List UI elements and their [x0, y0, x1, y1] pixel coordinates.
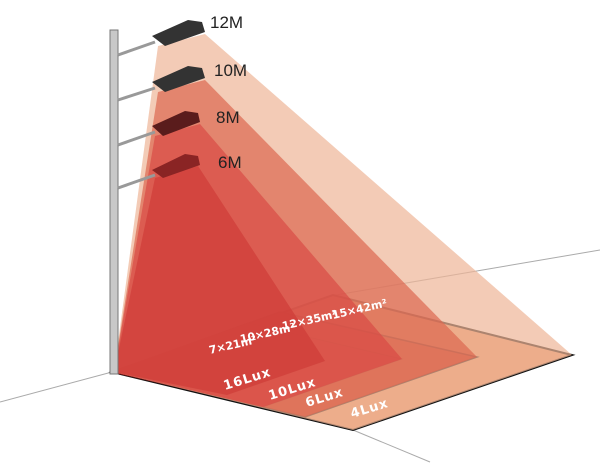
lamp-8m [152, 111, 200, 136]
pole [109, 29, 119, 375]
height-label-8m: 8M [216, 108, 240, 127]
lamp-12m [152, 20, 205, 46]
lamp-heads [152, 20, 205, 178]
height-label-10m: 10M [214, 61, 247, 80]
lamp-10m [152, 66, 205, 92]
arms [117, 40, 156, 190]
lamp-6m [152, 154, 200, 178]
height-label-12m: 12M [210, 13, 243, 32]
height-label-6m: 6M [218, 153, 242, 172]
light-cone-6m [114, 166, 325, 395]
